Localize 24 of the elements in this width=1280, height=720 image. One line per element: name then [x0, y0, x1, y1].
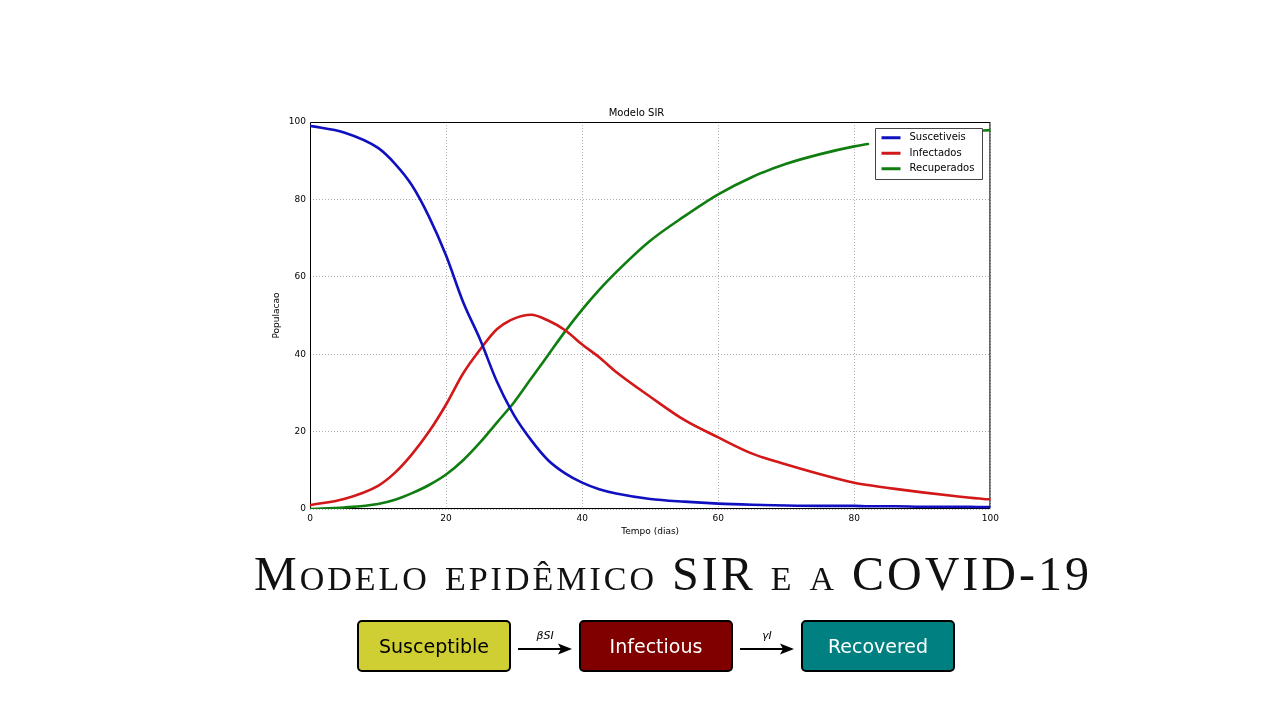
x-tick-label: 60: [712, 512, 725, 523]
chart-title: Modelo SIR: [608, 106, 665, 118]
legend-label: Suscetiveis: [909, 131, 966, 143]
text: βSI: [536, 629, 554, 643]
x-tick-label: 100: [981, 512, 1000, 523]
x-axis-title: Tempo (dias): [620, 525, 680, 536]
text: Modelo epidêmico SIR e a COVID-19: [253, 547, 1093, 601]
y-tick-label: 60: [294, 271, 307, 282]
rounded-box: Infectious: [579, 620, 733, 672]
x-tick-label: 80: [848, 512, 861, 523]
text: γI: [762, 629, 772, 643]
y-tick-label: 80: [294, 193, 307, 204]
rounded-box: Recovered: [801, 620, 955, 672]
x-tick-label: 0: [307, 512, 314, 523]
y-tick-label: 100: [288, 116, 307, 127]
legend-label: Recuperados: [909, 162, 975, 174]
y-tick-label: 40: [294, 348, 307, 359]
x-tick-label: 20: [440, 512, 453, 523]
x-tick-label: 40: [576, 512, 589, 523]
legend-label: Infectados: [909, 146, 962, 158]
y-tick-label: 20: [294, 425, 307, 436]
rounded-box: Susceptible: [357, 620, 511, 672]
y-tick-label: 0: [300, 503, 307, 514]
y-axis-title: Populacao: [270, 292, 281, 339]
